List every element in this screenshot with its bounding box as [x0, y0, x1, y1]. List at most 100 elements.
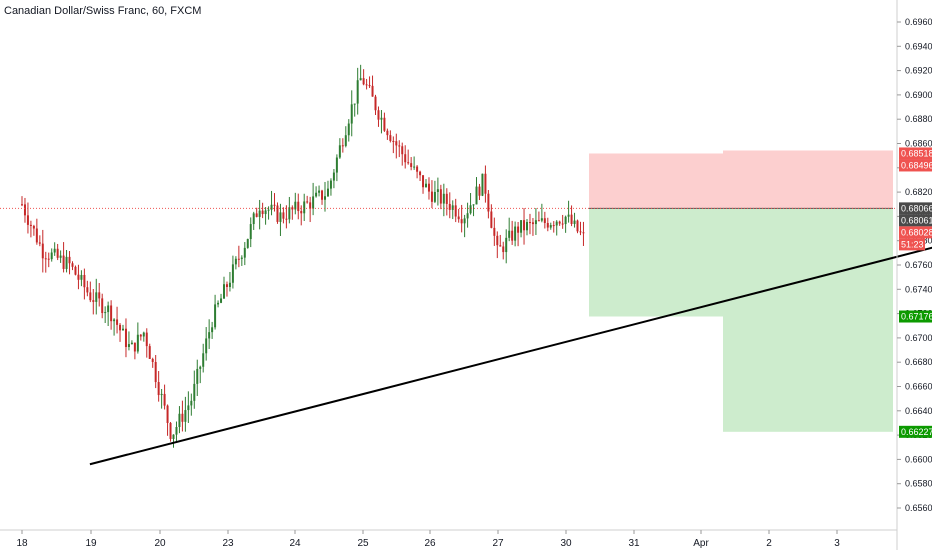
- candle-body: [26, 215, 29, 225]
- x-tick-label: 2: [766, 538, 772, 549]
- candle-body: [273, 204, 276, 206]
- candle-body: [520, 220, 523, 233]
- candle-body: [261, 210, 264, 215]
- candle-body: [243, 247, 246, 258]
- candle-body: [214, 304, 217, 328]
- candle-body: [315, 192, 318, 197]
- candle-body: [365, 84, 368, 86]
- candle-body: [484, 173, 487, 194]
- candle-body: [127, 344, 130, 348]
- candle-body: [549, 225, 552, 228]
- candle-body: [356, 80, 359, 104]
- candle-body: [436, 189, 439, 192]
- candle-body: [59, 255, 62, 258]
- price-tag-label: 0.68028: [901, 227, 932, 237]
- candle-body: [344, 135, 347, 146]
- candle-body: [561, 223, 564, 225]
- candle-body: [21, 204, 23, 206]
- candle-body: [457, 216, 460, 220]
- candle-body: [276, 205, 279, 222]
- candle-body: [92, 300, 95, 302]
- x-tick-label: 30: [560, 538, 572, 549]
- x-tick-label: 25: [357, 538, 369, 549]
- position-zones: [589, 150, 893, 432]
- candle-body: [505, 237, 508, 253]
- candle-body: [567, 214, 570, 217]
- candle-body: [469, 205, 472, 214]
- candle-body: [193, 383, 196, 401]
- candle-body: [442, 193, 445, 204]
- candle-body: [83, 274, 86, 288]
- price-tag: [899, 238, 925, 251]
- candle-body: [552, 225, 555, 227]
- candle-body: [433, 191, 436, 202]
- y-tick-label: 0.65600: [905, 503, 932, 513]
- candle-body: [377, 110, 380, 120]
- candle-body: [430, 191, 433, 202]
- candle-body: [116, 319, 119, 325]
- x-tick-label: 24: [289, 538, 301, 549]
- candle-body: [326, 188, 329, 197]
- candle-body: [407, 162, 410, 164]
- x-tick-label: 20: [154, 538, 166, 549]
- candle-body: [487, 193, 490, 212]
- candle-body: [107, 305, 110, 313]
- candle-body: [523, 220, 526, 231]
- candle-body: [181, 413, 184, 422]
- candle-body: [309, 202, 312, 209]
- candle-body: [163, 393, 166, 406]
- x-tick-label: Apr: [693, 538, 709, 549]
- candle-body: [392, 140, 395, 142]
- candle-body: [240, 257, 243, 259]
- x-tick-label: 26: [424, 538, 436, 549]
- candle-body: [29, 224, 32, 226]
- candle-body: [528, 222, 531, 224]
- candle-body: [282, 212, 285, 219]
- candle-body: [98, 292, 101, 299]
- candle-body: [208, 332, 211, 339]
- candle-body: [211, 327, 214, 333]
- candle-body: [139, 334, 142, 337]
- x-tick-label: 18: [16, 538, 28, 549]
- candle-body: [531, 222, 534, 225]
- candle-body: [386, 130, 389, 136]
- candle-body: [133, 342, 136, 352]
- candle-body: [270, 204, 273, 210]
- candle-body: [526, 222, 529, 231]
- candle-body: [71, 263, 74, 267]
- candle-body: [451, 205, 454, 210]
- candle-body: [288, 207, 291, 220]
- candle-body: [297, 201, 300, 212]
- candle-body: [267, 209, 270, 211]
- candle-body: [291, 207, 294, 210]
- candle-body: [86, 287, 89, 293]
- candle-body: [74, 266, 77, 275]
- candle-body: [511, 230, 514, 241]
- candle-body: [205, 338, 208, 354]
- price-tag-label: 0.68066: [901, 203, 932, 213]
- candles-layer: [21, 64, 585, 448]
- candle-body: [558, 221, 561, 224]
- candle-body: [460, 219, 463, 224]
- price-tag-label: 0.66227: [901, 427, 932, 437]
- target-zone-1: [589, 208, 723, 317]
- candle-body: [398, 145, 401, 147]
- candle-body: [321, 190, 324, 200]
- candle-body: [101, 298, 104, 314]
- candle-body: [47, 258, 50, 260]
- candle-body: [202, 353, 205, 367]
- candle-body: [410, 163, 413, 167]
- candle-body: [65, 256, 68, 269]
- candle-body: [306, 201, 309, 203]
- candle-body: [514, 226, 517, 241]
- x-tick-label: 31: [628, 538, 640, 549]
- chart-title: Canadian Dollar/Swiss Franc, 60, FXCM: [4, 5, 202, 17]
- candle-body: [419, 171, 422, 176]
- candle-body: [383, 117, 386, 131]
